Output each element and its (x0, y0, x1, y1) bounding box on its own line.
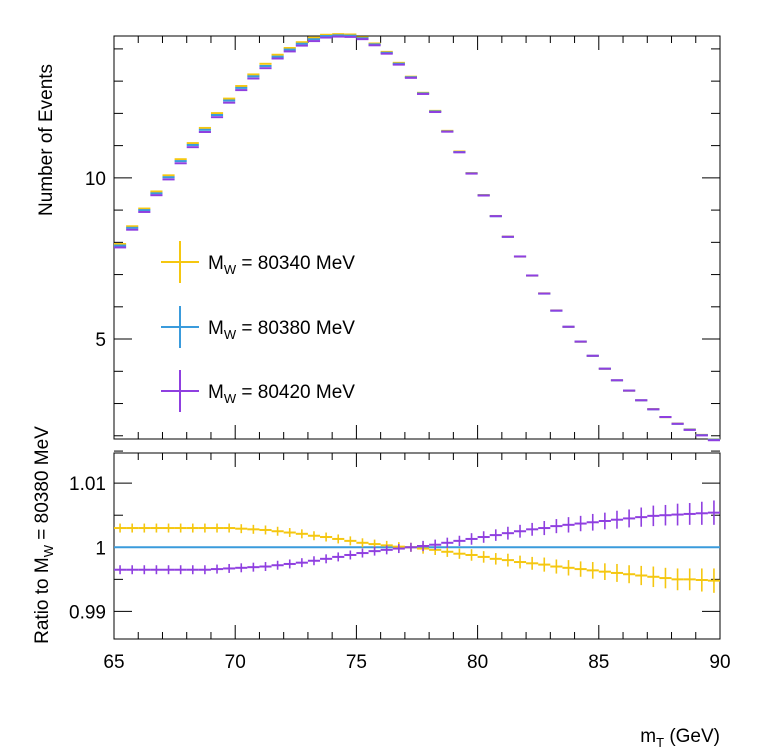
legend-label-sub: W (224, 327, 237, 342)
x-label-prefix: m (640, 726, 656, 747)
events-y-axis-label: Number of Events (36, 64, 57, 216)
legend-label-prefix: M (208, 253, 224, 274)
ratio-panel: 0.99 1 1.01 65 70 75 80 85 90 Ratio to MW = 803… (32, 426, 731, 750)
ratio-panel-frame (113, 452, 721, 640)
ratio-y-label-prefix: Ratio to M (32, 557, 53, 644)
legend-label-sub: W (224, 262, 237, 277)
x-tick-label: 70 (225, 652, 246, 673)
events-series-80420 (114, 35, 720, 442)
ratio-series-80340 (114, 523, 720, 593)
x-tick-label: 85 (588, 652, 609, 673)
ratio-y-tick-labels: 0.99 1 1.01 (69, 474, 106, 623)
x-label-sub: T (656, 735, 664, 750)
legend-label-prefix: M (208, 382, 224, 403)
x-axis-label: mT (GeV) (640, 726, 720, 750)
ratio-series-group (114, 500, 720, 593)
x-tick-label: 65 (103, 652, 124, 673)
ratio-y-label-suffix: = 80380 MeV (32, 426, 53, 545)
ratio-panel-ticks (113, 450, 721, 639)
legend-label: MW = 80340 MeV (208, 253, 355, 277)
events-y-tick-label: 5 (95, 330, 106, 351)
legend-label-suffix: = 80340 MeV (236, 253, 355, 274)
ratio-series-80420 (114, 500, 720, 575)
ratio-y-tick-label: 0.99 (69, 602, 106, 623)
x-tick-label: 90 (709, 652, 730, 673)
x-tick-label: 80 (467, 652, 488, 673)
ratio-y-axis-label: Ratio to MW = 80380 MeV (32, 426, 56, 644)
legend-entry-80340: MW = 80340 MeV (161, 241, 355, 283)
x-tick-labels: 65 70 75 80 85 90 (103, 652, 730, 673)
legend-entry-80380: MW = 80380 MeV (161, 306, 355, 348)
events-panel-frame (113, 35, 721, 440)
legend-label-prefix: M (208, 318, 224, 339)
ratio-y-label-sub: W (41, 544, 56, 557)
ratio-y-tick-label: 1 (95, 538, 106, 559)
legend-entry-80420: MW = 80420 MeV (161, 370, 355, 412)
legend-label: MW = 80380 MeV (208, 318, 355, 342)
legend-label: MW = 80420 MeV (208, 382, 355, 406)
legend-label-sub: W (224, 391, 237, 406)
x-tick-label: 75 (346, 652, 367, 673)
legend-label-suffix: = 80380 MeV (236, 318, 355, 339)
x-label-suffix: (GeV) (664, 726, 720, 747)
legend-label-suffix: = 80420 MeV (236, 382, 355, 403)
events-series-group (114, 33, 720, 442)
events-y-tick-labels: 5 10 (85, 169, 106, 351)
ratio-y-tick-label: 1.01 (69, 474, 106, 495)
events-panel-ticks (113, 36, 721, 439)
events-y-tick-label: 10 (85, 169, 106, 190)
